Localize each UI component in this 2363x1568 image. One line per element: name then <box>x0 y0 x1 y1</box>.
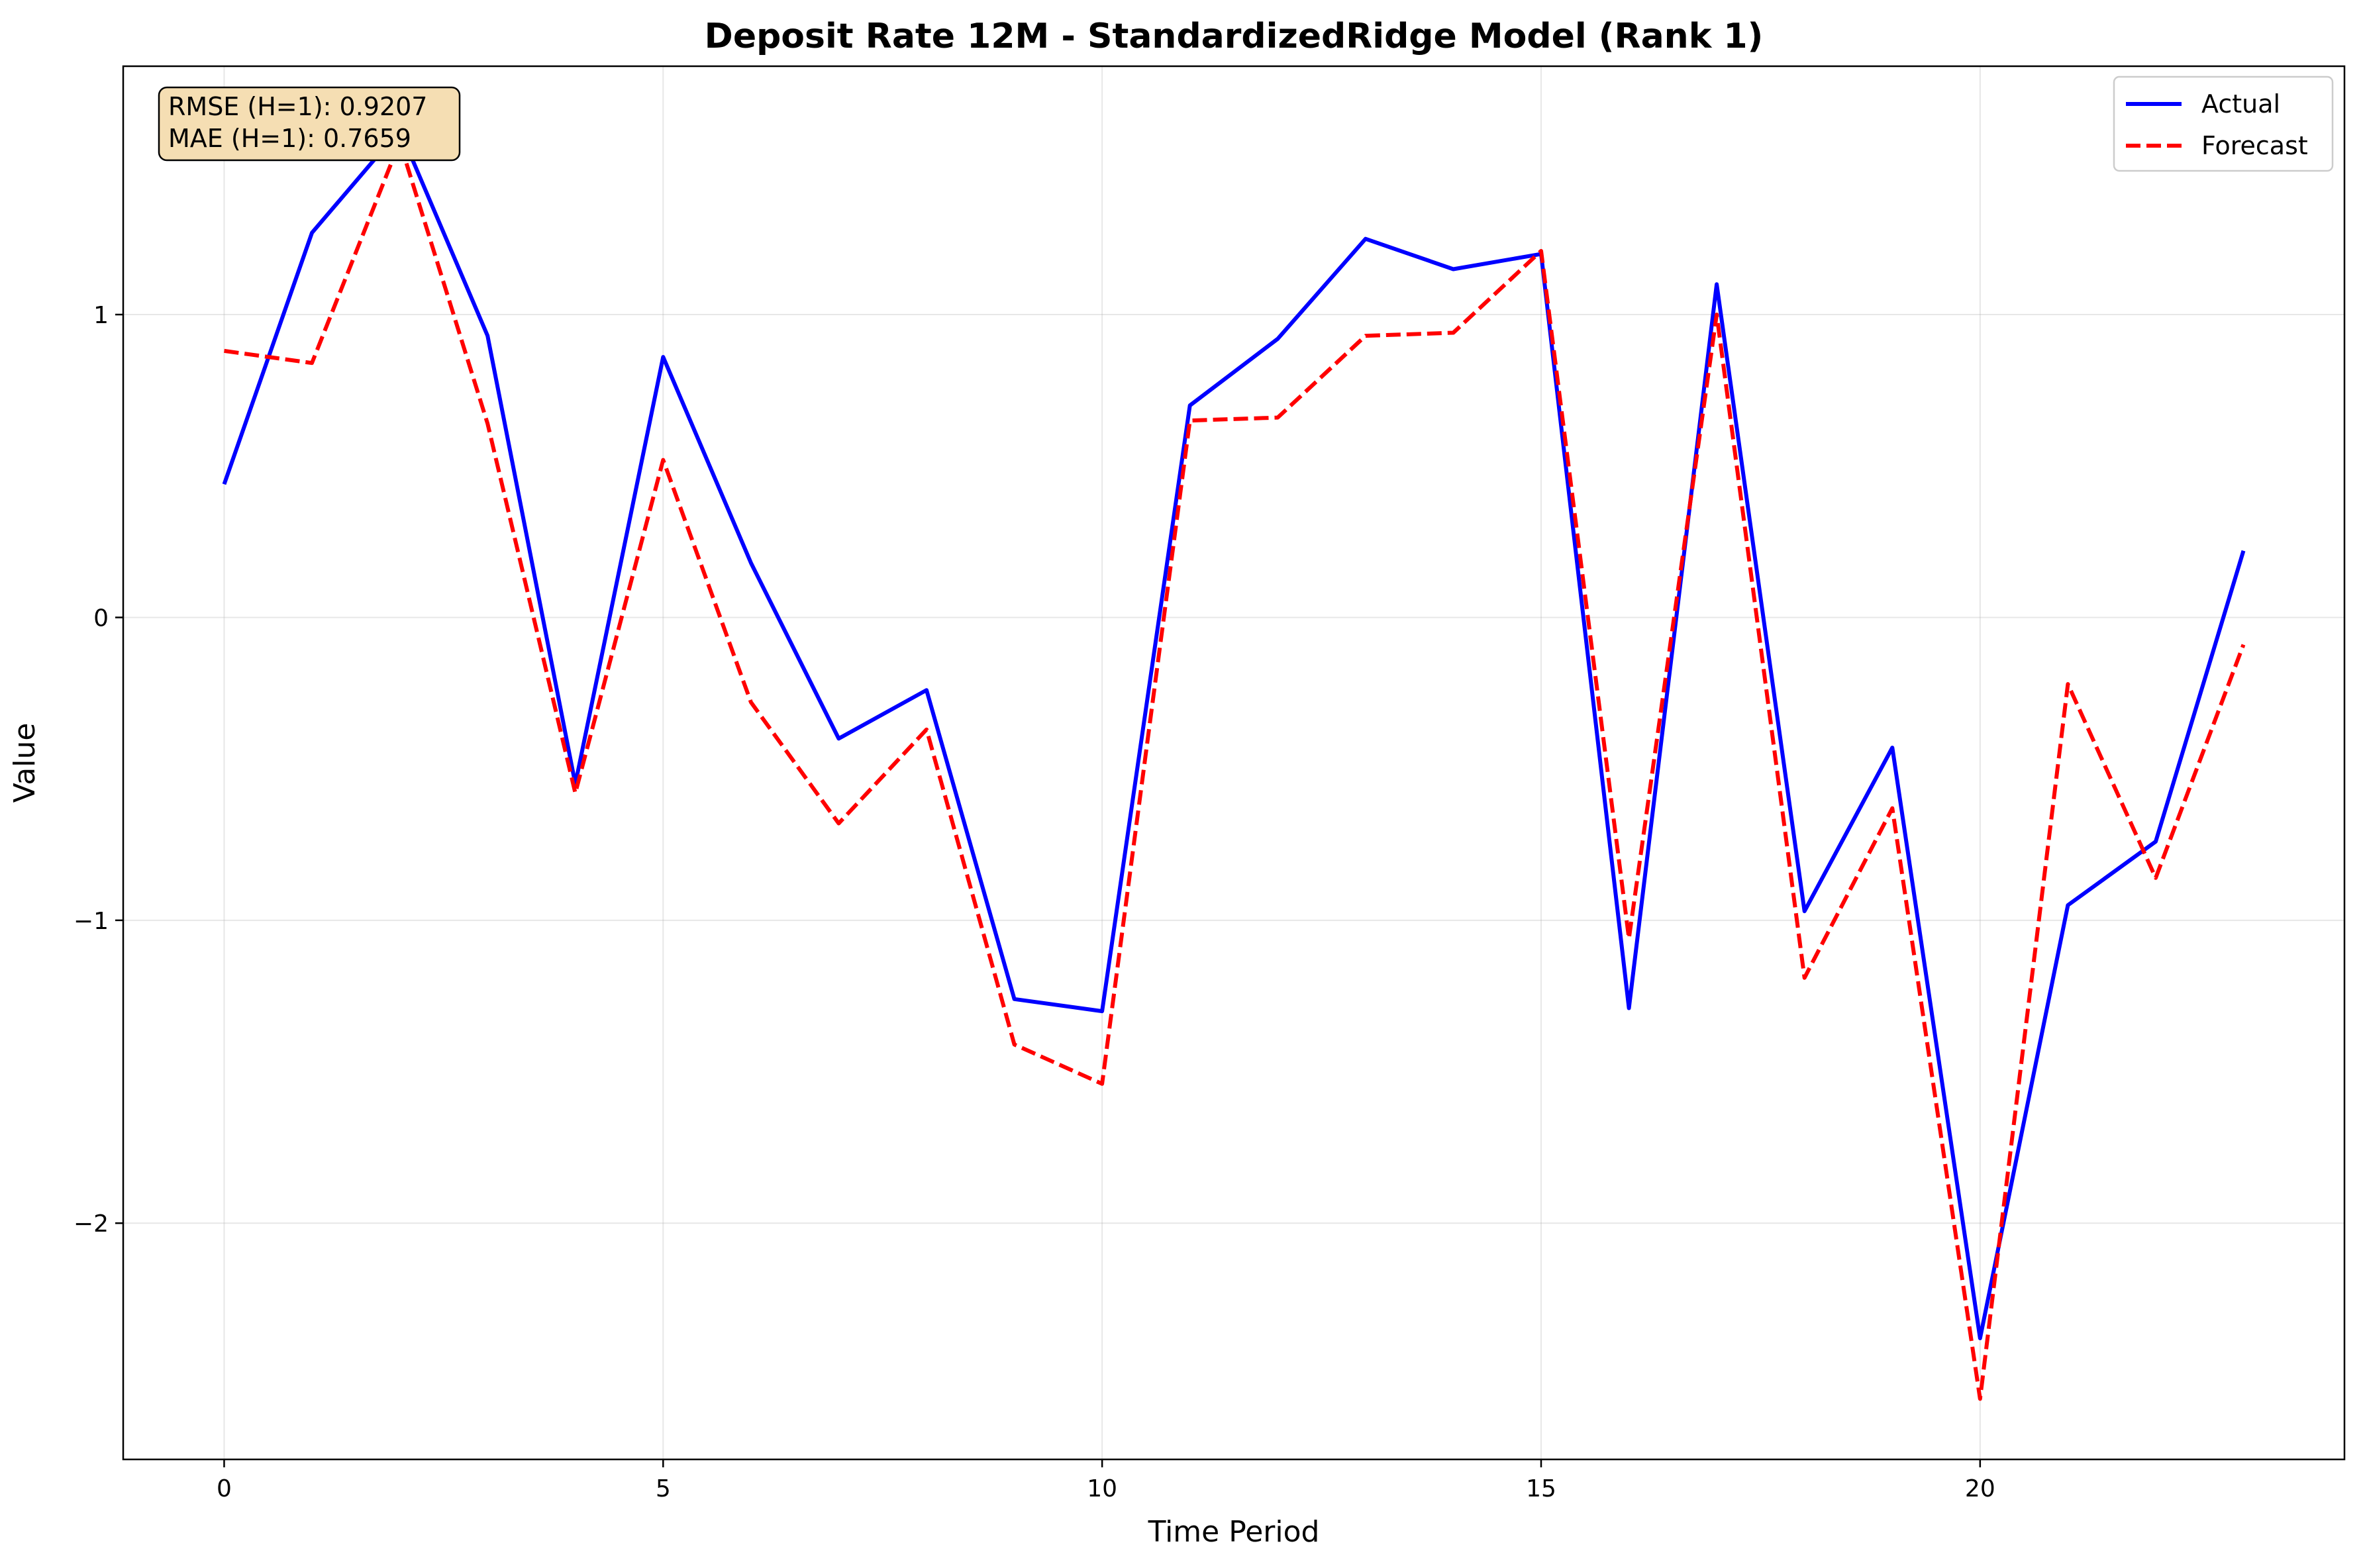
legend: Actual Forecast <box>2113 75 2334 172</box>
x-tick-label: 0 <box>217 1475 232 1502</box>
plot-frame <box>122 65 2346 1461</box>
chart-title: Deposit Rate 12M - StandardizedRidge Mod… <box>705 17 1764 56</box>
y-axis-label: Value <box>8 723 42 803</box>
y-tick-label: 1 <box>93 302 109 329</box>
stats-annotation: RMSE (H=1): 0.9207 MAE (H=1): 0.7659 <box>158 86 461 162</box>
grid <box>123 66 2344 1459</box>
x-tick-label: 20 <box>1965 1475 1995 1502</box>
axis-ticks: 0 5 10 15 20 −2 −1 0 1 <box>74 302 1995 1502</box>
series-line-forecast <box>224 140 2246 1401</box>
y-tick-label: 0 <box>93 605 109 632</box>
series-lines <box>222 128 2246 1401</box>
x-axis-label: Time Period <box>1148 1515 1320 1549</box>
x-tick-label: 15 <box>1526 1475 1556 1502</box>
legend-label-actual: Actual <box>2201 89 2280 119</box>
legend-label-forecast: Forecast <box>2201 131 2308 160</box>
y-tick-label: −1 <box>74 908 109 935</box>
mae-annotation: MAE (H=1): 0.7659 <box>168 124 411 153</box>
stats-annotation-box <box>158 86 461 162</box>
series-line-actual <box>222 128 2246 1340</box>
x-tick-label: 10 <box>1087 1475 1117 1502</box>
y-tick-label: −2 <box>74 1210 109 1238</box>
x-tick-label: 5 <box>656 1475 671 1502</box>
rmse-annotation: RMSE (H=1): 0.9207 <box>168 92 428 121</box>
